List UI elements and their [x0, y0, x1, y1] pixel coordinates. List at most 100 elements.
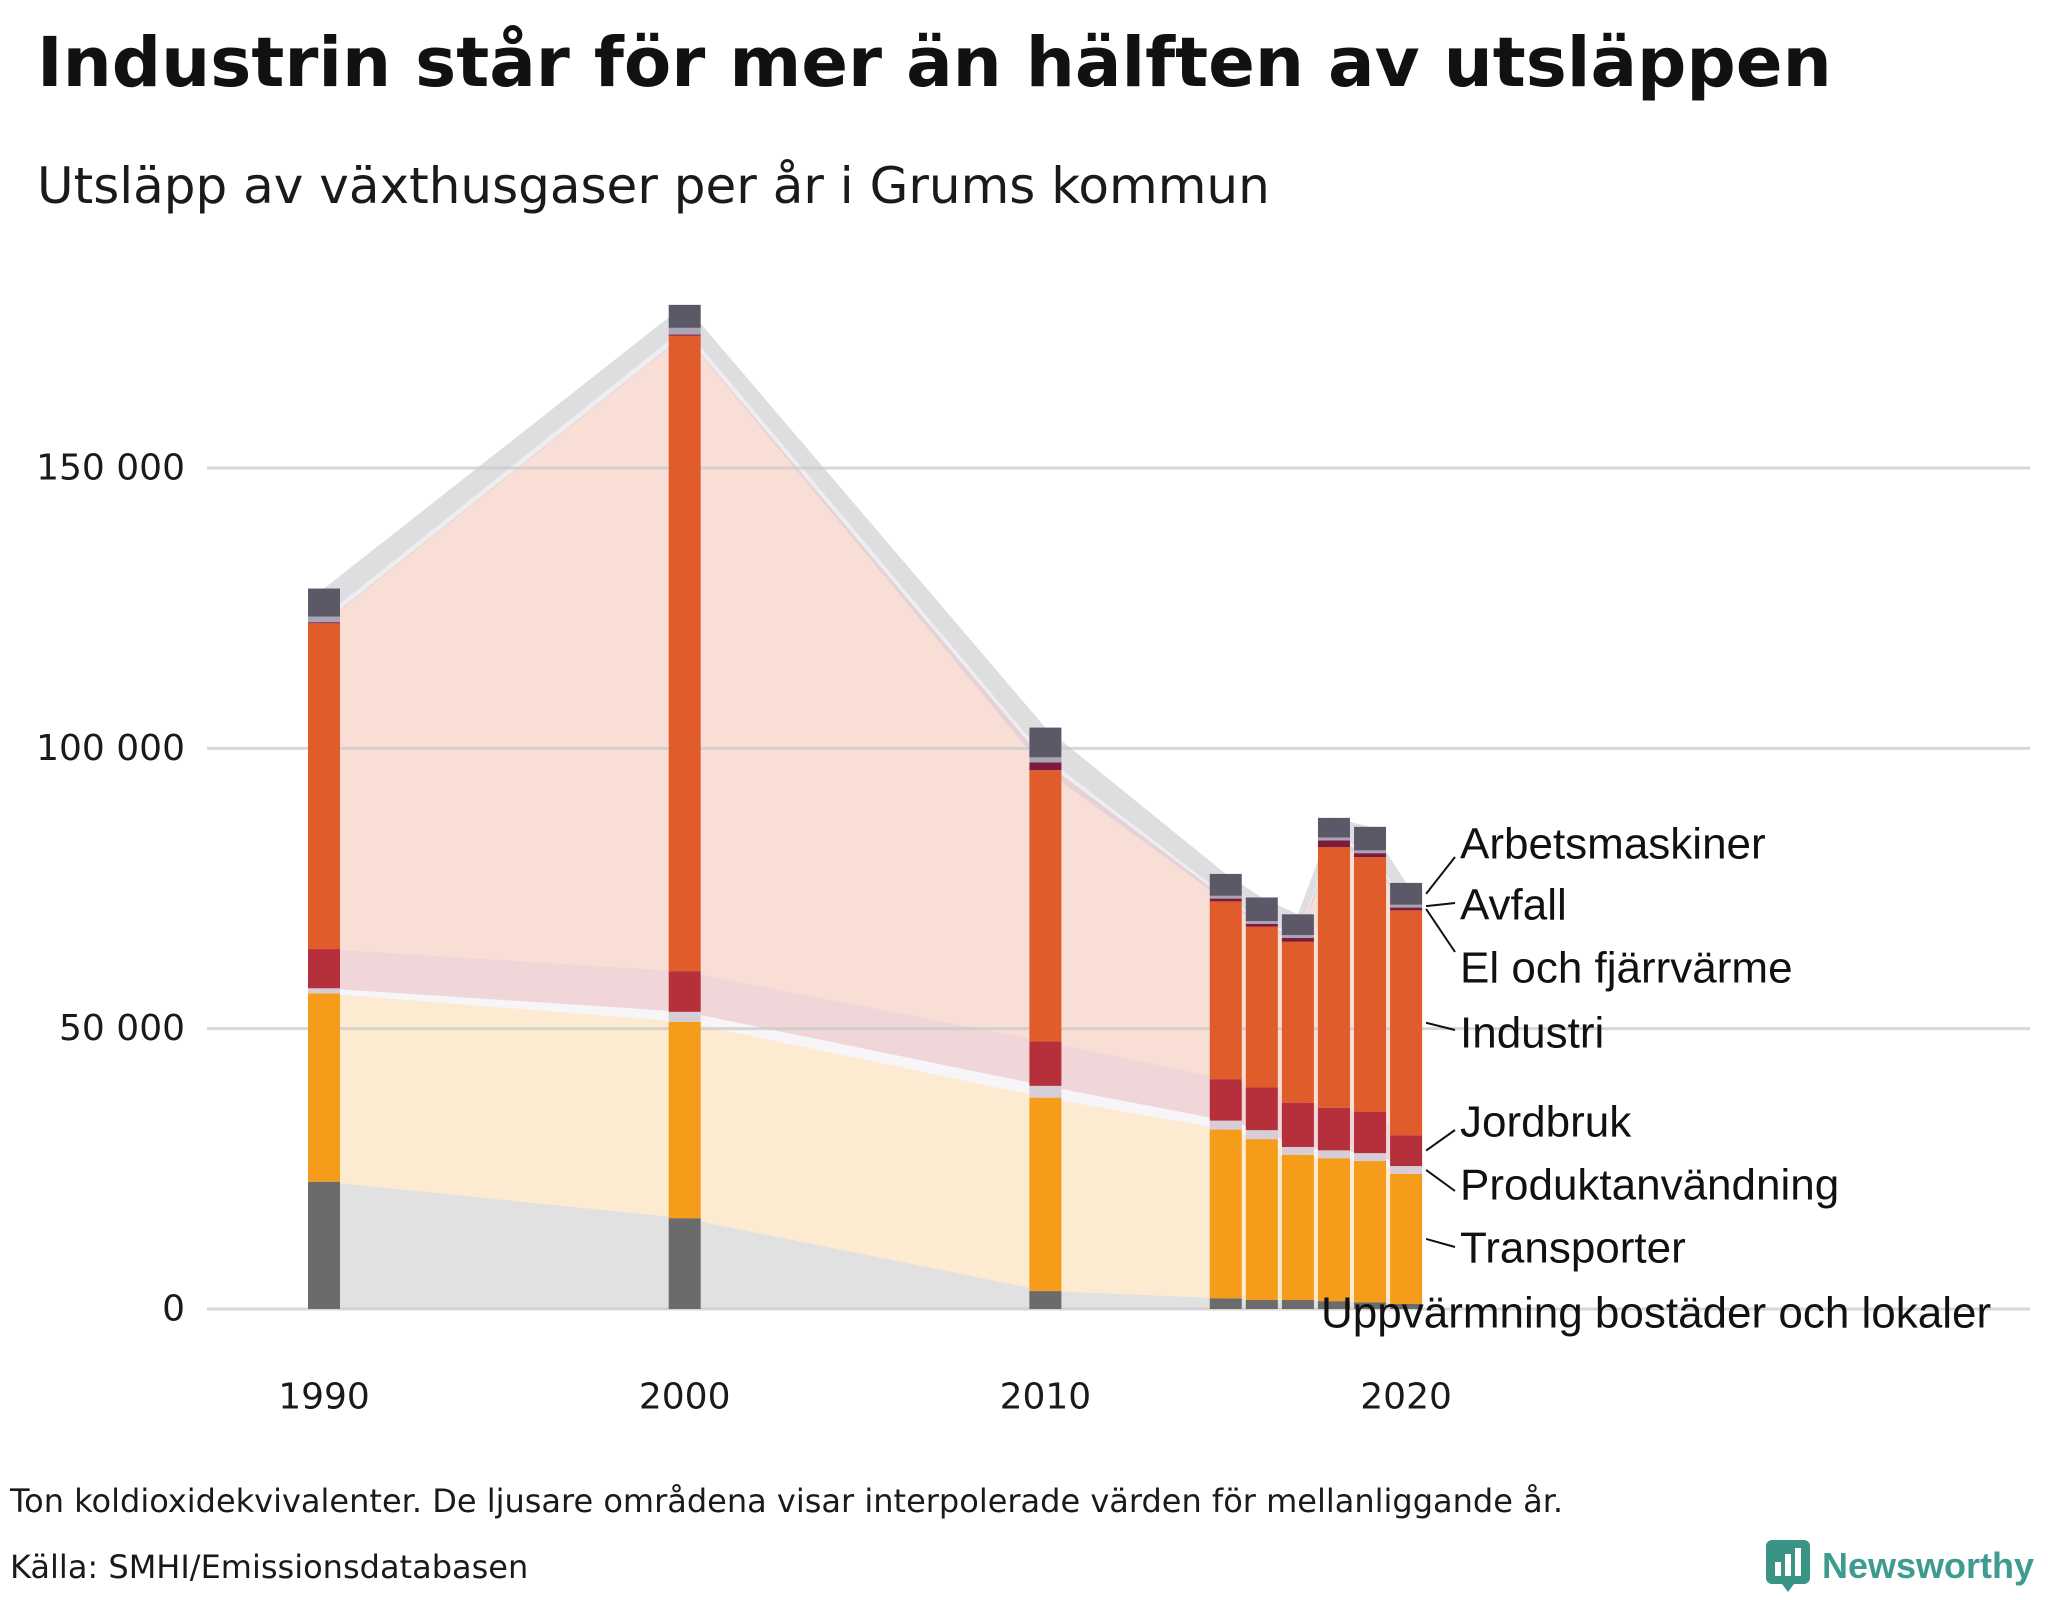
x-tick-label: 2000: [639, 1377, 731, 1418]
brand-logo: Newsworthy: [1765, 1540, 2034, 1592]
x-axis: 1990 2000 2010 2020: [278, 1377, 1452, 1418]
bar-segment-transporter-2000: [668, 1021, 701, 1219]
bar-segment-uppvarmning-bostader-och-lokaler-2017: [1281, 1300, 1314, 1309]
leader-line-arbetsmaskiner: [1425, 856, 1456, 895]
bar-segment-avfall-2015: [1209, 895, 1242, 899]
bar-segment-avfall-2010: [1029, 757, 1062, 763]
y-tick-label: 150 000: [36, 448, 185, 489]
legend-label-avfall: Avfall: [1460, 881, 1567, 930]
x-tick-label: 1990: [278, 1377, 370, 1418]
bar-segment-produktanvandning-2020: [1390, 1166, 1423, 1174]
bar-segment-uppvarmning-bostader-och-lokaler-2018: [1317, 1301, 1350, 1309]
interpolated-area-uppvarmning-bostader-och-lokaler: [324, 1181, 1407, 1309]
bar-segment-produktanvandning-2019: [1354, 1153, 1387, 1161]
footnote: Ton koldioxidekvivalenter. De ljusare om…: [10, 1482, 1564, 1520]
leader-line-avfall: [1425, 902, 1456, 908]
bar-segment-industri-2016: [1245, 926, 1278, 1088]
bar-segment-jordbruk-2000: [668, 971, 701, 1012]
leader-line-el-och-fjarrvarme: [1425, 908, 1456, 953]
bar-segment-transporter-2020: [1390, 1173, 1423, 1304]
interpolated-area-industri: [324, 335, 1407, 1136]
bar-segment-avfall-2019: [1354, 850, 1387, 854]
bar-segment-jordbruk-2019: [1354, 1111, 1387, 1154]
legend: Uppvärmning bostäder och lokaler Transpor…: [1321, 820, 1991, 1338]
y-tick-label: 50 000: [59, 1008, 185, 1049]
bar-segment-el-och-fjarrvarme-2019: [1354, 853, 1387, 858]
bar-segment-jordbruk-2016: [1245, 1087, 1278, 1131]
bar-segment-avfall-2018: [1317, 837, 1350, 841]
leader-line-industri: [1425, 1021, 1456, 1031]
bar-segment-arbetsmaskiner-2017: [1281, 914, 1314, 936]
bar-segment-el-och-fjarrvarme-1990: [308, 622, 340, 624]
legend-label-produktanvandning: Produktanvändning: [1460, 1161, 1839, 1210]
legend-label-uppvarmning-bostader-och-lokaler: Uppvärmning bostäder och lokaler: [1321, 1289, 1991, 1338]
bar-segment-transporter-2017: [1281, 1154, 1314, 1301]
bar-segment-industri-1990: [308, 623, 340, 950]
bar-segment-avfall-2020: [1390, 904, 1423, 908]
bar-segment-el-och-fjarrvarme-2020: [1390, 907, 1423, 911]
bar-segment-jordbruk-2018: [1317, 1107, 1350, 1151]
leader-line-jordbruk: [1425, 1129, 1456, 1152]
bar-segment-produktanvandning-2017: [1281, 1146, 1314, 1155]
bar-segment-jordbruk-1990: [308, 949, 340, 989]
y-axis: 0 50 000 100 000 150 000: [36, 448, 2030, 1330]
bar-segment-el-och-fjarrvarme-2015: [1209, 898, 1242, 902]
bar-segment-uppvarmning-bostader-och-lokaler-2016: [1245, 1300, 1278, 1309]
chart-subtitle: Utsläpp av växthusgaser per år i Grums k…: [37, 157, 1270, 215]
bar-segment-uppvarmning-bostader-och-lokaler-2000: [668, 1218, 701, 1309]
bar-segment-jordbruk-2020: [1390, 1135, 1423, 1167]
bar-segment-avfall-2016: [1245, 921, 1278, 924]
bar-segment-transporter-2015: [1209, 1129, 1242, 1299]
bar-segment-produktanvandning-2018: [1317, 1150, 1350, 1159]
bar-segment-industri-2000: [668, 335, 701, 972]
interpolated-area-transporter: [324, 993, 1407, 1304]
bar-segment-industri-2018: [1317, 847, 1350, 1108]
bar-segment-avfall-2000: [668, 327, 701, 335]
bar-segment-produktanvandning-2016: [1245, 1130, 1278, 1140]
bar-segment-jordbruk-2010: [1029, 1041, 1062, 1086]
bar-segment-uppvarmning-bostader-och-lokaler-2019: [1354, 1302, 1387, 1309]
bar-segment-transporter-1990: [308, 993, 340, 1182]
bar-segment-arbetsmaskiner-1990: [308, 588, 340, 617]
bar-segment-arbetsmaskiner-2020: [1390, 882, 1423, 905]
bar-segment-produktanvandning-2015: [1209, 1120, 1242, 1130]
bar-segment-industri-2015: [1209, 901, 1242, 1080]
y-tick-label: 100 000: [36, 728, 185, 769]
newsworthy-logo-icon: [1765, 1540, 1810, 1592]
legend-label-el-och-fjarrvarme: El och fjärrvärme: [1460, 944, 1793, 993]
interpolated-areas: [324, 304, 1407, 1309]
bar-segment-el-och-fjarrvarme-2018: [1317, 840, 1350, 848]
bar-segment-el-och-fjarrvarme-2010: [1029, 762, 1062, 771]
bar-segment-produktanvandning-1990: [308, 988, 340, 994]
x-tick-label: 2010: [1000, 1377, 1092, 1418]
bar-segment-jordbruk-2017: [1281, 1102, 1314, 1147]
bar-segment-transporter-2019: [1354, 1160, 1387, 1303]
bar-segment-arbetsmaskiner-2016: [1245, 897, 1278, 922]
bar-segment-arbetsmaskiner-2010: [1029, 727, 1062, 758]
bar-segment-transporter-2010: [1029, 1097, 1062, 1292]
bar-segment-uppvarmning-bostader-och-lokaler-2010: [1029, 1291, 1062, 1309]
bar-segment-industri-2017: [1281, 941, 1314, 1103]
bar-segment-el-och-fjarrvarme-2016: [1245, 923, 1278, 927]
leader-line-transporter: [1425, 1237, 1456, 1248]
bar-segment-el-och-fjarrvarme-2000: [668, 334, 701, 336]
legend-label-industri: Industri: [1460, 1009, 1604, 1058]
legend-label-transporter: Transporter: [1460, 1224, 1686, 1273]
interpolated-area-jordbruk: [324, 949, 1407, 1167]
bar-segment-arbetsmaskiner-2000: [668, 304, 701, 328]
leader-line-produktanvandning: [1425, 1169, 1456, 1192]
bar-segment-avfall-1990: [308, 616, 340, 623]
brand-name: Newsworthy: [1821, 1545, 2034, 1586]
bar-segment-uppvarmning-bostader-och-lokaler-2020: [1390, 1303, 1423, 1309]
bar-segment-uppvarmning-bostader-och-lokaler-2015: [1209, 1298, 1242, 1309]
legend-label-jordbruk: Jordbruk: [1460, 1098, 1632, 1147]
x-tick-label: 2020: [1360, 1377, 1452, 1418]
bar-segment-uppvarmning-bostader-och-lokaler-1990: [308, 1181, 340, 1309]
bar-segment-el-och-fjarrvarme-2017: [1281, 937, 1314, 942]
bar-segment-arbetsmaskiner-2015: [1209, 873, 1242, 896]
bar-segment-transporter-2016: [1245, 1139, 1278, 1301]
bars: [308, 304, 1423, 1309]
bar-segment-industri-2010: [1029, 770, 1062, 1042]
